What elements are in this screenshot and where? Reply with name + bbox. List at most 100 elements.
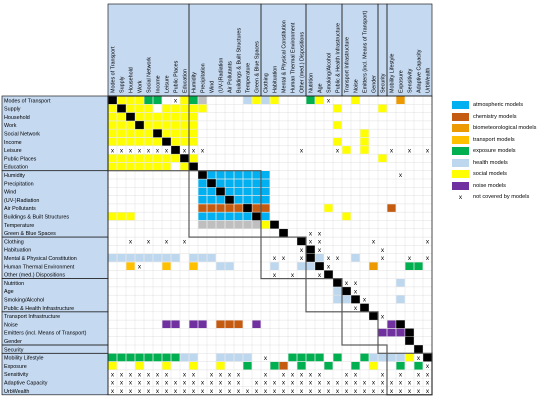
- diagonal-cell: [297, 237, 306, 246]
- column-label: Mobility Lifestyle: [390, 53, 396, 93]
- model-cell: [162, 162, 171, 171]
- model-cell: [405, 262, 414, 270]
- x-mark: x: [111, 388, 115, 395]
- x-mark: x: [354, 388, 358, 395]
- x-mark: x: [408, 380, 412, 387]
- column-label: Sensitivity: [408, 68, 414, 93]
- model-cell: [261, 171, 270, 179]
- diagonal-cell: [360, 303, 369, 312]
- x-mark: x: [138, 147, 142, 154]
- model-cell: [288, 353, 297, 362]
- model-cell: [234, 179, 243, 187]
- model-cell: [387, 353, 396, 362]
- legend-item: biometeorological models: [452, 123, 548, 133]
- model-cell: [261, 96, 270, 104]
- row-label: Wind: [4, 190, 16, 196]
- model-cell: [108, 162, 117, 171]
- model-cell: [216, 220, 225, 229]
- model-cell: [162, 353, 171, 362]
- model-cell: [126, 104, 135, 113]
- x-mark: x: [192, 147, 196, 154]
- model-cell: [198, 179, 207, 187]
- model-cell: [135, 254, 144, 262]
- legend-x-icon: x: [458, 193, 463, 201]
- model-cell: [243, 212, 252, 221]
- column-label: (UV-)Radiation: [219, 58, 225, 93]
- diagonal-cell: [189, 162, 198, 171]
- x-mark: x: [264, 380, 268, 387]
- model-cell: [234, 212, 243, 221]
- row-label: UrbWealth: [4, 389, 29, 395]
- legend-swatch: [452, 147, 469, 156]
- x-mark: x: [300, 247, 304, 254]
- column-label: Income: [156, 75, 162, 93]
- model-cell: [414, 361, 423, 370]
- model-cell: [117, 96, 126, 104]
- model-cell: [225, 171, 234, 179]
- column-label: Nutrition: [309, 73, 315, 93]
- model-cell: [333, 287, 342, 295]
- model-cell: [387, 204, 396, 212]
- model-cell: [270, 361, 279, 370]
- model-cell: [243, 179, 252, 187]
- x-mark: x: [300, 255, 304, 262]
- column-label: Smoking/Alcohol: [327, 53, 333, 93]
- x-mark: x: [138, 380, 142, 387]
- x-mark: x: [183, 239, 187, 246]
- model-cell: [171, 353, 180, 362]
- model-cell: [378, 104, 387, 113]
- legend-swatch: [452, 158, 469, 167]
- model-cell: [189, 129, 198, 138]
- x-mark: x: [399, 371, 403, 378]
- x-mark: x: [174, 97, 178, 104]
- model-cell: [234, 195, 243, 204]
- model-cell: [306, 262, 315, 270]
- diagonal-cell: [270, 220, 279, 229]
- diagonal-block-box: [260, 236, 307, 280]
- x-mark: x: [147, 380, 151, 387]
- x-mark: x: [138, 388, 142, 395]
- x-mark: x: [417, 355, 421, 362]
- model-cell: [351, 361, 360, 370]
- diagonal-cell: [405, 328, 414, 337]
- model-cell: [126, 154, 135, 163]
- model-cell: [180, 121, 189, 129]
- x-mark: x: [156, 380, 160, 387]
- model-cell: [189, 112, 198, 121]
- x-mark: x: [408, 147, 412, 154]
- x-mark: x: [381, 371, 385, 378]
- model-cell: [117, 154, 126, 163]
- model-cell: [225, 179, 234, 187]
- model-cell: [189, 254, 198, 262]
- legend-label: exposure models: [473, 148, 516, 155]
- x-mark: x: [309, 371, 313, 378]
- model-cell: [126, 254, 135, 262]
- x-mark: x: [336, 380, 340, 387]
- model-cell: [225, 262, 234, 270]
- model-cell: [243, 220, 252, 229]
- x-mark: x: [426, 147, 430, 154]
- model-cell: [261, 195, 270, 204]
- model-cell: [162, 129, 171, 138]
- model-cell: [198, 96, 207, 104]
- model-cell: [198, 254, 207, 262]
- model-cell: [180, 104, 189, 113]
- model-cell: [207, 204, 216, 212]
- row-label: Temperature: [4, 223, 34, 229]
- model-cell: [108, 104, 117, 113]
- model-cell: [162, 361, 171, 370]
- legend-item: chemistry models: [452, 112, 548, 122]
- column-label: Social Network: [147, 57, 153, 93]
- x-mark: x: [120, 380, 124, 387]
- model-cell: [108, 137, 117, 146]
- model-cell: [342, 146, 351, 154]
- x-mark: x: [111, 371, 115, 378]
- diagonal-cell: [198, 170, 207, 179]
- diagonal-cell: [162, 137, 171, 146]
- model-cell: [144, 353, 153, 362]
- model-cell: [378, 353, 387, 362]
- x-mark: x: [228, 388, 232, 395]
- model-cell: [252, 187, 261, 196]
- legend-item: x not covered by models: [452, 192, 548, 202]
- model-cell: [153, 353, 162, 362]
